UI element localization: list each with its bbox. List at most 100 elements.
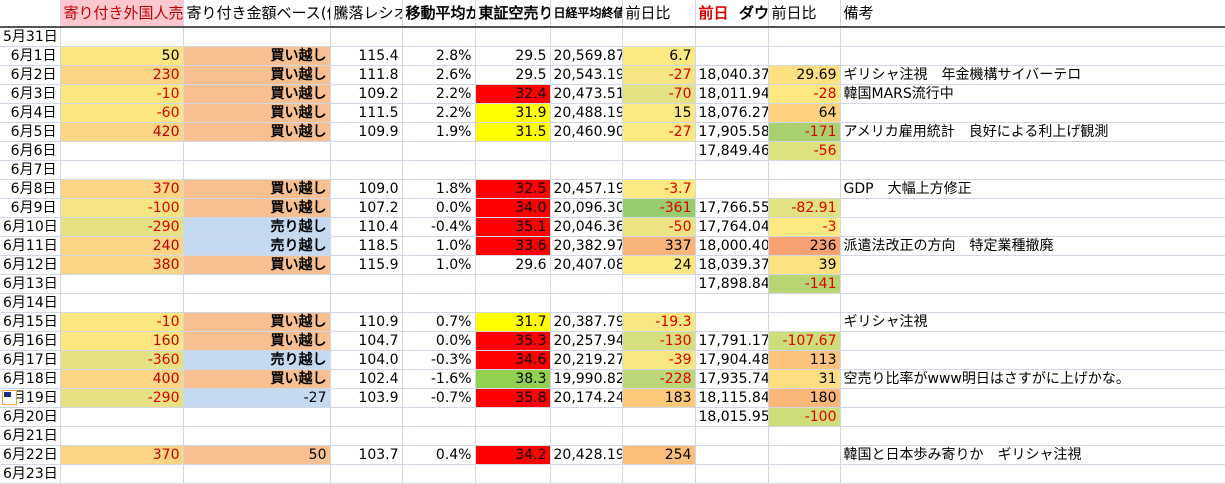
nikkei-close-cell[interactable]: 20,569.87 xyxy=(550,46,623,66)
dow-change-cell[interactable] xyxy=(768,464,841,484)
short-ratio-cell[interactable]: 38.3 xyxy=(475,369,551,389)
header-dow-close[interactable]: 前日 ダウ終値 xyxy=(695,0,769,28)
date-cell[interactable]: 6月17日 xyxy=(0,350,61,370)
dow-change-cell[interactable]: 64 xyxy=(768,103,841,123)
notes-cell[interactable] xyxy=(840,331,1225,351)
ma-deviation-cell[interactable]: 2.2% xyxy=(402,84,476,104)
short-ratio-cell[interactable]: 35.3 xyxy=(475,331,551,351)
date-cell[interactable]: 6月4日 xyxy=(0,103,61,123)
foreign-trades-cell[interactable] xyxy=(60,426,184,446)
nikkei-change-cell[interactable]: -19.3 xyxy=(622,312,696,332)
advance-decline-cell[interactable]: 109.2 xyxy=(330,84,403,104)
dow-close-cell[interactable]: 18,011.94 xyxy=(695,84,769,104)
amount-base-cell[interactable] xyxy=(183,293,331,313)
amount-base-cell[interactable]: 売り越し xyxy=(183,350,331,370)
short-ratio-cell[interactable] xyxy=(475,426,551,446)
ma-deviation-cell[interactable]: -0.7% xyxy=(402,388,476,408)
notes-cell[interactable] xyxy=(840,103,1225,123)
nikkei-change-cell[interactable]: -3.7 xyxy=(622,179,696,199)
foreign-trades-cell[interactable] xyxy=(60,274,184,294)
nikkei-close-cell[interactable] xyxy=(550,27,623,47)
foreign-trades-cell[interactable]: 160 xyxy=(60,331,184,351)
notes-cell[interactable] xyxy=(840,217,1225,237)
header-nikkei-change[interactable]: 前日比 xyxy=(622,0,696,28)
nikkei-close-cell[interactable]: 20,219.27 xyxy=(550,350,623,370)
dow-close-cell[interactable]: 17,898.84 xyxy=(695,274,769,294)
ma-deviation-cell[interactable]: -1.6% xyxy=(402,369,476,389)
nikkei-change-cell[interactable] xyxy=(622,274,696,294)
dow-close-cell[interactable] xyxy=(695,312,769,332)
advance-decline-cell[interactable]: 109.9 xyxy=(330,122,403,142)
ma-deviation-cell[interactable] xyxy=(402,426,476,446)
amount-base-cell[interactable] xyxy=(183,27,331,47)
date-cell[interactable]: 6月5日 xyxy=(0,122,61,142)
dow-close-cell[interactable] xyxy=(695,445,769,465)
short-ratio-cell[interactable]: 29.6 xyxy=(475,255,551,275)
dow-change-cell[interactable] xyxy=(768,46,841,66)
dow-change-cell[interactable]: 39 xyxy=(768,255,841,275)
advance-decline-cell[interactable] xyxy=(330,407,403,427)
dow-change-cell[interactable] xyxy=(768,27,841,47)
header-advance-decline[interactable]: 騰落レシオ xyxy=(330,0,403,28)
dow-change-cell[interactable] xyxy=(768,445,841,465)
dow-close-cell[interactable]: 17,791.17 xyxy=(695,331,769,351)
notes-cell[interactable]: 派遣法改正の方向 特定業種撤廃 xyxy=(840,236,1225,256)
foreign-trades-cell[interactable]: 230 xyxy=(60,65,184,85)
nikkei-close-cell[interactable]: 20,046.36 xyxy=(550,217,623,237)
dow-close-cell[interactable] xyxy=(695,46,769,66)
advance-decline-cell[interactable] xyxy=(330,160,403,180)
dow-change-cell[interactable]: -3 xyxy=(768,217,841,237)
date-cell[interactable]: 6月14日 xyxy=(0,293,61,313)
amount-base-cell[interactable] xyxy=(183,274,331,294)
amount-base-cell[interactable]: 買い越し xyxy=(183,84,331,104)
notes-cell[interactable]: ギリシャ注視 xyxy=(840,312,1225,332)
dow-change-cell[interactable]: -82.91 xyxy=(768,198,841,218)
short-ratio-cell[interactable]: 31.9 xyxy=(475,103,551,123)
nikkei-close-cell[interactable] xyxy=(550,141,623,161)
dow-close-cell[interactable]: 18,076.27 xyxy=(695,103,769,123)
dow-change-cell[interactable] xyxy=(768,293,841,313)
advance-decline-cell[interactable]: 103.7 xyxy=(330,445,403,465)
header-foreign-trades[interactable]: 寄り付き外国人売り買い(万株) xyxy=(60,0,184,28)
dow-change-cell[interactable]: -171 xyxy=(768,122,841,142)
advance-decline-cell[interactable]: 111.5 xyxy=(330,103,403,123)
nikkei-close-cell[interactable]: 20,096.30 xyxy=(550,198,623,218)
nikkei-change-cell[interactable]: -130 xyxy=(622,331,696,351)
amount-base-cell[interactable]: 買い越し xyxy=(183,179,331,199)
amount-base-cell[interactable]: 買い越し xyxy=(183,369,331,389)
advance-decline-cell[interactable] xyxy=(330,274,403,294)
nikkei-change-cell[interactable]: -27 xyxy=(622,122,696,142)
notes-cell[interactable] xyxy=(840,141,1225,161)
foreign-trades-cell[interactable]: 370 xyxy=(60,179,184,199)
short-ratio-cell[interactable] xyxy=(475,141,551,161)
notes-cell[interactable] xyxy=(840,160,1225,180)
notes-cell[interactable]: アメリカ雇用統計 良好による利上げ観測 xyxy=(840,122,1225,142)
advance-decline-cell[interactable] xyxy=(330,464,403,484)
short-ratio-cell[interactable] xyxy=(475,274,551,294)
amount-base-cell[interactable]: 買い越し xyxy=(183,331,331,351)
nikkei-change-cell[interactable]: -27 xyxy=(622,65,696,85)
ma-deviation-cell[interactable] xyxy=(402,464,476,484)
ma-deviation-cell[interactable] xyxy=(402,293,476,313)
dow-close-cell[interactable]: 18,015.95 xyxy=(695,407,769,427)
foreign-trades-cell[interactable]: 400 xyxy=(60,369,184,389)
notes-cell[interactable] xyxy=(840,293,1225,313)
advance-decline-cell[interactable]: 111.8 xyxy=(330,65,403,85)
dow-close-cell[interactable] xyxy=(695,160,769,180)
dow-close-cell[interactable]: 18,040.37 xyxy=(695,65,769,85)
foreign-trades-cell[interactable]: -10 xyxy=(60,84,184,104)
advance-decline-cell[interactable]: 107.2 xyxy=(330,198,403,218)
nikkei-change-cell[interactable]: -50 xyxy=(622,217,696,237)
ma-deviation-cell[interactable] xyxy=(402,407,476,427)
header-notes[interactable]: 備考 xyxy=(840,0,1225,28)
foreign-trades-cell[interactable]: -100 xyxy=(60,198,184,218)
foreign-trades-cell[interactable]: 240 xyxy=(60,236,184,256)
paste-options-icon[interactable] xyxy=(2,390,17,405)
short-ratio-cell[interactable]: 34.6 xyxy=(475,350,551,370)
nikkei-change-cell[interactable]: -228 xyxy=(622,369,696,389)
notes-cell[interactable] xyxy=(840,46,1225,66)
dow-close-cell[interactable] xyxy=(695,464,769,484)
notes-cell[interactable] xyxy=(840,388,1225,408)
nikkei-close-cell[interactable]: 20,257.94 xyxy=(550,331,623,351)
header-ma-deviation[interactable]: 移動平均かい離 xyxy=(402,0,476,28)
